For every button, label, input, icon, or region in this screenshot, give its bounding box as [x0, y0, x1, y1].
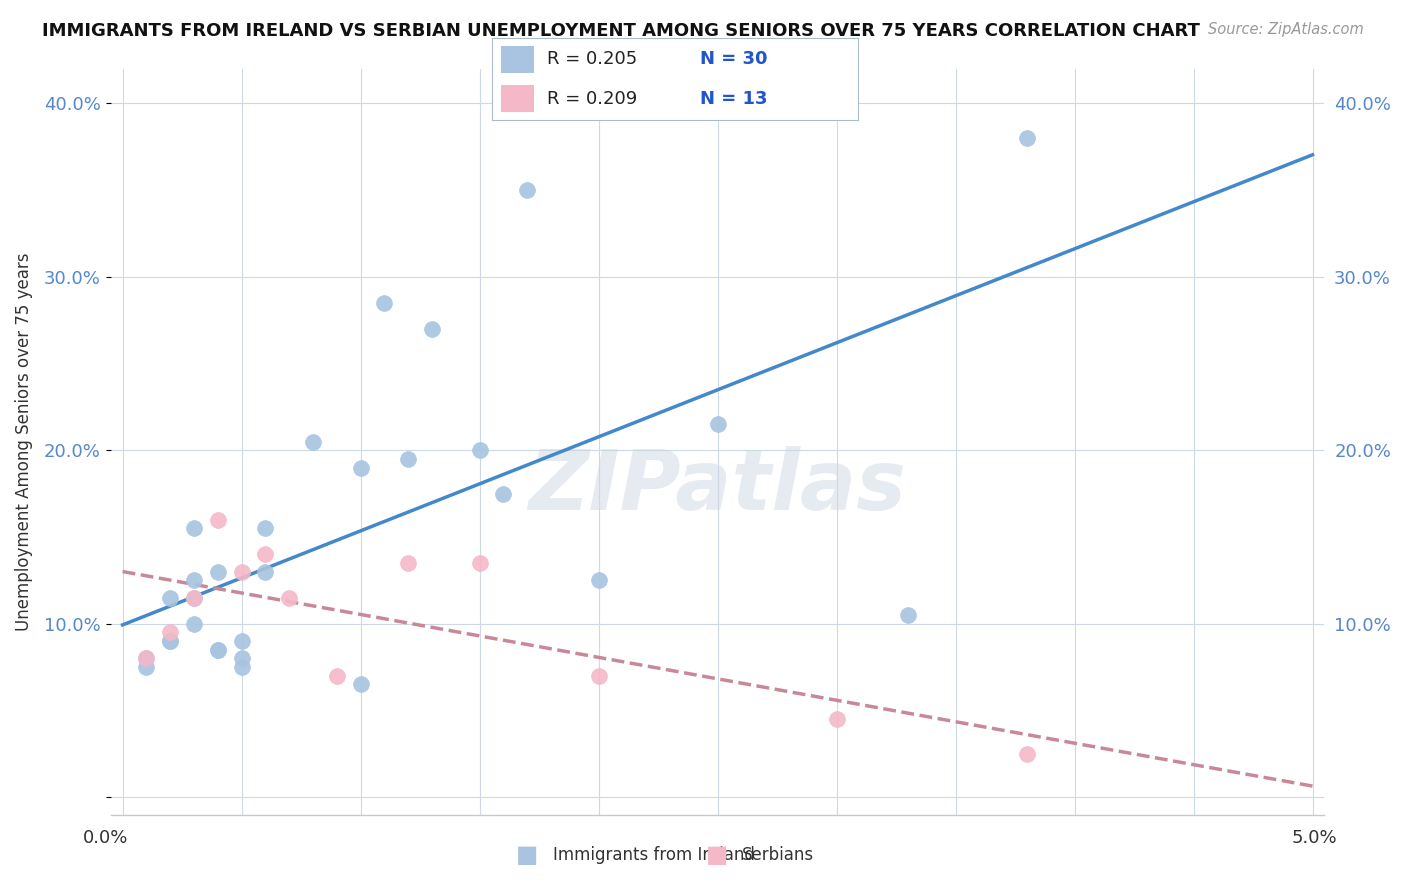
Point: [396, 556, 419, 570]
Point: [135, 651, 157, 665]
Point: [825, 712, 848, 726]
Text: R = 0.209: R = 0.209: [547, 90, 637, 108]
Text: N = 30: N = 30: [700, 50, 768, 69]
Text: Source: ZipAtlas.com: Source: ZipAtlas.com: [1208, 22, 1364, 37]
Point: [373, 295, 395, 310]
Point: [135, 660, 157, 674]
Point: [516, 183, 538, 197]
Point: [254, 565, 277, 579]
Point: [349, 677, 371, 691]
Bar: [501, 45, 534, 73]
Point: [588, 669, 610, 683]
Point: [492, 486, 515, 500]
Bar: [501, 85, 534, 112]
Point: [326, 669, 349, 683]
Point: [183, 591, 205, 605]
Text: ZIPatlas: ZIPatlas: [529, 446, 907, 527]
Point: [1015, 131, 1038, 145]
Point: [468, 556, 491, 570]
Text: ■: ■: [706, 843, 728, 866]
Point: [159, 591, 181, 605]
Text: ■: ■: [516, 843, 538, 866]
Point: [706, 417, 728, 432]
Point: [897, 608, 920, 623]
Text: 0.0%: 0.0%: [83, 829, 128, 847]
Point: [207, 565, 229, 579]
Point: [159, 634, 181, 648]
Point: [588, 574, 610, 588]
Text: N = 13: N = 13: [700, 90, 768, 108]
Point: [231, 634, 253, 648]
Point: [231, 660, 253, 674]
Text: Serbians: Serbians: [742, 846, 814, 863]
Point: [183, 574, 205, 588]
Point: [1015, 747, 1038, 761]
Text: IMMIGRANTS FROM IRELAND VS SERBIAN UNEMPLOYMENT AMONG SENIORS OVER 75 YEARS CORR: IMMIGRANTS FROM IRELAND VS SERBIAN UNEMP…: [42, 22, 1201, 40]
Point: [183, 591, 205, 605]
Point: [183, 521, 205, 535]
Point: [468, 443, 491, 458]
Point: [231, 651, 253, 665]
Text: Immigrants from Ireland: Immigrants from Ireland: [553, 846, 755, 863]
Point: [254, 547, 277, 561]
Point: [278, 591, 301, 605]
Point: [396, 451, 419, 466]
Point: [183, 616, 205, 631]
Point: [231, 565, 253, 579]
Point: [207, 642, 229, 657]
Point: [159, 625, 181, 640]
Y-axis label: Unemployment Among Seniors over 75 years: Unemployment Among Seniors over 75 years: [15, 252, 32, 631]
Point: [302, 434, 325, 449]
Point: [349, 460, 371, 475]
Point: [207, 513, 229, 527]
Point: [159, 634, 181, 648]
Point: [135, 651, 157, 665]
Text: 5.0%: 5.0%: [1292, 829, 1337, 847]
Point: [207, 642, 229, 657]
Point: [420, 322, 443, 336]
Point: [254, 521, 277, 535]
Text: R = 0.205: R = 0.205: [547, 50, 637, 69]
